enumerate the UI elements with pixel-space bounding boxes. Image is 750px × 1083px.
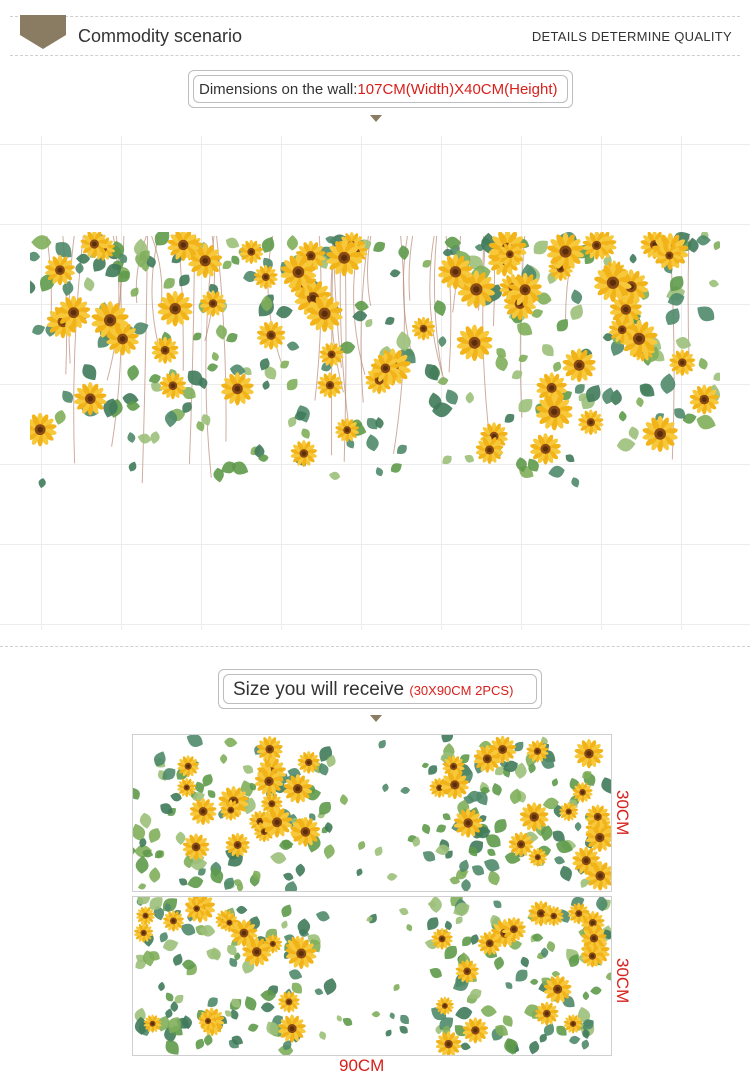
receive-label-text: Size you will receive — [233, 679, 405, 700]
dimensions-value: 107CM(Width)X40CM(Height) — [357, 81, 558, 98]
section-tagline: DETAILS DETERMINE QUALITY — [531, 29, 732, 44]
sticker-sheet-1-art — [133, 735, 611, 891]
sheet-1-height-label: 30CM — [613, 790, 632, 836]
dimensions-prefix: Dimensions on the wall: — [199, 81, 358, 98]
section-divider — [0, 646, 750, 647]
down-arrow-icon — [370, 115, 382, 122]
sticker-sheet-2 — [132, 896, 612, 1056]
receive-size-label: Size you will receive (30X90CM 2PCS) — [218, 669, 542, 709]
wall-dimensions-label: Dimensions on the wall:107CM(Width)X40CM… — [188, 70, 573, 108]
receive-label-detail: (30X90CM 2PCS) — [409, 683, 514, 698]
section-header: Commodity scenario DETAILS DETERMINE QUA… — [10, 15, 740, 56]
sheet-2-height-label: 30CM — [613, 958, 632, 1004]
down-arrow-icon — [370, 715, 382, 722]
sticker-sheet-1 — [132, 734, 612, 892]
section-title: Commodity scenario — [78, 26, 243, 46]
header-tab-icon — [20, 15, 66, 49]
sunflower-wall-decal — [30, 232, 720, 489]
sheet-width-label: 90CM — [339, 1056, 385, 1075]
sticker-sheet-2-art — [134, 897, 611, 1055]
